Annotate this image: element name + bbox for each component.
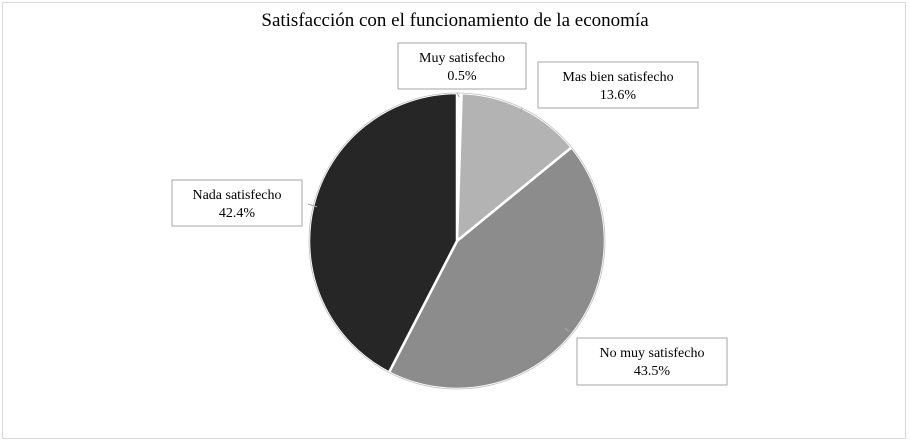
data-label-no-muy-satisfecho: No muy satisfecho: [600, 346, 705, 361]
leader-line-mas-bien-satisfecho: [520, 107, 523, 113]
data-label-mas-bien-satisfecho: Mas bien satisfecho: [562, 70, 673, 85]
leader-line-nada-satisfecho: [307, 203, 318, 208]
data-value-muy-satisfecho: 0.5%: [447, 69, 477, 84]
leader-line-no-muy-satisfecho: [564, 327, 570, 333]
pie-slices: [307, 91, 607, 391]
chart-title: Satisfacción con el funcionamiento de la…: [261, 10, 649, 31]
data-label-nada-satisfecho: Nada satisfecho: [192, 188, 281, 203]
data-label-muy-satisfecho: Muy satisfecho: [419, 51, 505, 66]
leader-line-muy-satisfecho: [456, 92, 460, 98]
callout-box-muy-satisfecho: [397, 42, 527, 90]
callout-box-no-muy-satisfecho: [576, 337, 728, 386]
callout-box-nada-satisfecho: [171, 179, 303, 227]
data-value-mas-bien-satisfecho: 13.6%: [600, 88, 637, 103]
data-value-nada-satisfecho: 42.4%: [219, 206, 256, 221]
callout-box-mas-bien-satisfecho: [537, 61, 699, 109]
pie-callouts: Muy satisfecho 0.5% Mas bien satisfecho 13.…: [171, 42, 728, 386]
data-value-no-muy-satisfecho: 43.5%: [634, 364, 671, 379]
